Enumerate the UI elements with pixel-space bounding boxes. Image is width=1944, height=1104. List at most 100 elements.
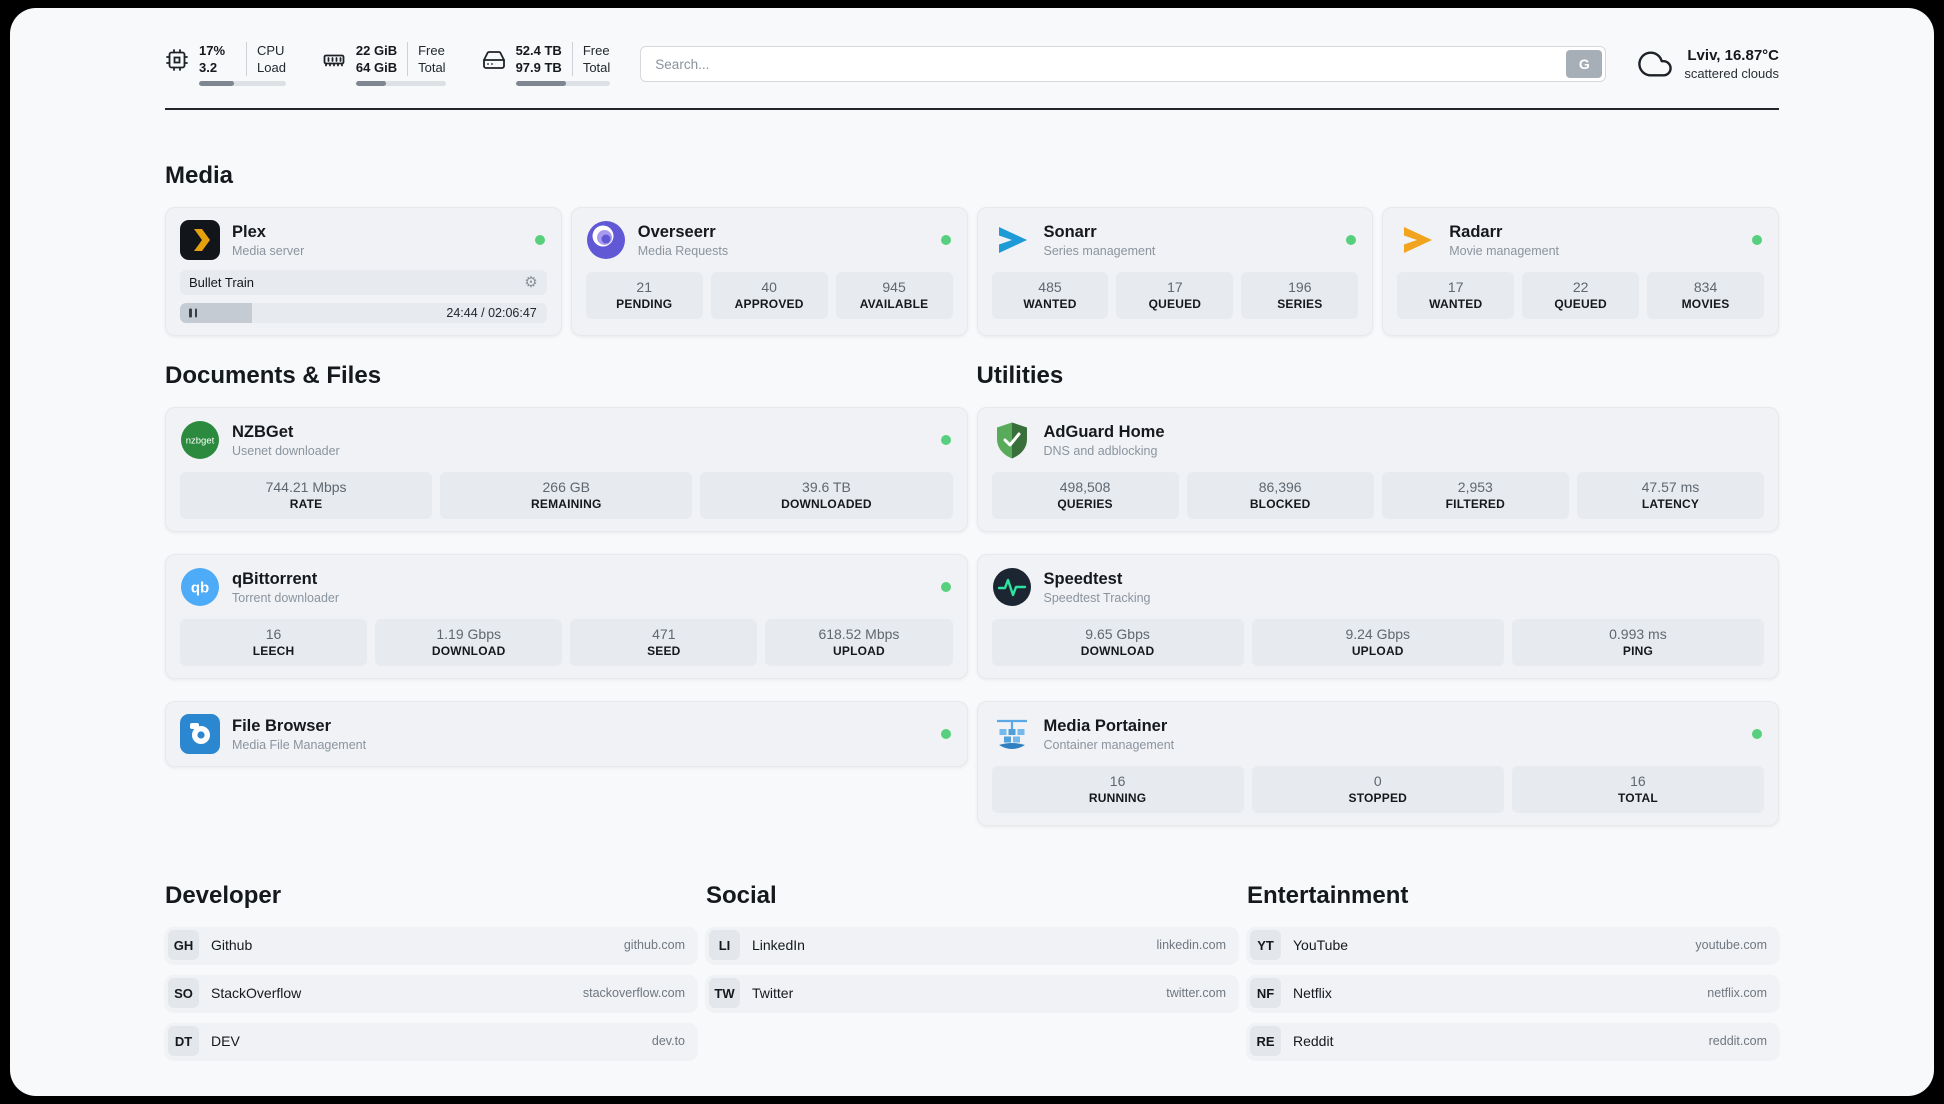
now-playing-bar: Bullet Train ⚙ [180, 270, 547, 295]
stat-tile: 0.993 ms PING [1511, 619, 1765, 666]
disk-stat: 52.4 TB 97.9 TB Free Total [482, 42, 611, 86]
cpu-load-value: 3.2 [199, 60, 218, 75]
search-input[interactable] [640, 46, 1607, 82]
section-entertainment: Entertainment YT YouTube youtube.com NF … [1247, 882, 1779, 1059]
filebrowser-icon [180, 714, 220, 754]
section-title-documents: Documents & Files [165, 362, 382, 389]
bookmark-name: LinkedIn [752, 937, 805, 953]
disk-free-value: 52.4 TB [515, 43, 562, 58]
status-dot [1346, 235, 1357, 245]
bookmark-url: twitter.com [1166, 986, 1226, 1000]
ram-free-value: 22 GiB [355, 43, 398, 58]
bookmark-twitter[interactable]: TW Twitter twitter.com [706, 975, 1238, 1011]
bookmark-url: dev.to [651, 1034, 685, 1048]
disk-progress-bar [515, 81, 611, 86]
dashboard-panel: 17% 3.2 CPU Load [10, 8, 1934, 1096]
app-card-sonarr[interactable]: Sonarr Series management 485 WANTED 17 Q… [976, 207, 1374, 336]
stat-tile: 471 SEED [570, 619, 758, 666]
bookmark-name: Github [211, 937, 253, 953]
bookmark-netflix[interactable]: NF Netflix netflix.com [1247, 975, 1779, 1011]
bookmark-abbr: LI [709, 930, 740, 960]
app-card-radarr[interactable]: Radarr Movie management 17 WANTED 22 QUE… [1382, 207, 1779, 336]
bookmark-linkedin[interactable]: LI LinkedIn linkedin.com [706, 927, 1238, 963]
section-title-social: Social [706, 882, 777, 909]
ram-total-value: 64 GiB [355, 60, 398, 75]
app-subtitle: Speedtest Tracking [1043, 590, 1151, 605]
bookmark-abbr: GH [168, 930, 199, 960]
gear-icon[interactable]: ⚙ [524, 274, 538, 291]
speedtest-icon [992, 567, 1032, 607]
cpu-usage-value: 17% [199, 43, 226, 58]
bookmark-name: StackOverflow [211, 985, 302, 1001]
bookmark-dev[interactable]: DT DEV dev.to [165, 1023, 697, 1059]
app-card-plex[interactable]: Plex Media server Bullet Train ⚙ 24:44 /… [165, 207, 562, 336]
stat-tile: 744.21 Mbps RATE [180, 472, 433, 519]
bookmark-name: YouTube [1293, 937, 1349, 953]
app-card-adguard[interactable]: AdGuard Home DNS and adblocking 498,508 … [976, 407, 1779, 532]
search-engine-button[interactable]: G [1566, 50, 1603, 78]
cpu-load-label: Load [257, 60, 286, 75]
disk-total-label: Total [582, 60, 611, 75]
bookmark-abbr: YT [1250, 930, 1281, 960]
stat-tile: 47.57 ms LATENCY [1576, 472, 1764, 519]
qbittorrent-icon: qb [180, 567, 220, 607]
app-card-portainer[interactable]: Media Portainer Container management 16 … [976, 701, 1779, 826]
app-card-filebrowser[interactable]: File Browser Media File Management [165, 701, 968, 767]
stat-tile: 22 QUEUED [1522, 272, 1640, 319]
sonarr-icon [992, 220, 1032, 260]
stat-tile: 498,508 QUERIES [991, 472, 1179, 519]
ram-progress-bar [355, 81, 446, 86]
section-documents: Documents & Files nzbget [165, 362, 968, 767]
app-subtitle: Torrent downloader [232, 590, 340, 605]
ram-icon [322, 48, 346, 72]
app-subtitle: Media File Management [232, 737, 367, 752]
status-dot [1752, 235, 1762, 245]
bookmark-youtube[interactable]: YT YouTube youtube.com [1247, 927, 1779, 963]
disk-total-value: 97.9 TB [515, 60, 562, 75]
disk-free-label: Free [582, 43, 610, 58]
app-name: Plex [232, 222, 266, 241]
section-title-media: Media [165, 162, 234, 189]
bookmark-url: github.com [623, 938, 685, 952]
app-name: qBittorrent [232, 569, 318, 588]
bookmark-reddit[interactable]: RE Reddit reddit.com [1247, 1023, 1779, 1059]
status-dot [940, 582, 951, 592]
status-dot [1752, 729, 1762, 739]
bookmark-url: youtube.com [1695, 938, 1767, 952]
top-bar: 17% 3.2 CPU Load [165, 8, 1779, 86]
section-title-utilities: Utilities [976, 362, 1064, 389]
bookmark-url: linkedin.com [1156, 938, 1226, 952]
app-name: Overseerr [637, 222, 716, 241]
playback-progress-bar[interactable]: 24:44 / 02:06:47 [180, 303, 547, 323]
bookmark-github[interactable]: GH Github github.com [165, 927, 697, 963]
status-dot [940, 435, 951, 445]
stat-tile: 16 LEECH [180, 619, 368, 666]
status-dot [940, 729, 951, 739]
app-name: Speedtest [1043, 569, 1123, 588]
system-stats: 17% 3.2 CPU Load [165, 42, 611, 86]
pause-button[interactable] [189, 308, 197, 318]
app-card-nzbget[interactable]: nzbget NZBGet Usenet downloader 74 [165, 407, 968, 532]
app-card-overseerr[interactable]: Overseerr Media Requests 21 PENDING 40 A… [570, 207, 968, 336]
bookmark-abbr: SO [168, 978, 199, 1008]
cpu-stat: 17% 3.2 CPU Load [165, 42, 286, 86]
app-card-speedtest[interactable]: Speedtest Speedtest Tracking 9.65 Gbps D… [976, 554, 1779, 679]
section-title-entertainment: Entertainment [1247, 882, 1409, 909]
weather-condition: scattered clouds [1684, 66, 1779, 81]
app-subtitle: DNS and adblocking [1043, 443, 1158, 458]
playback-time: 24:44 / 02:06:47 [446, 306, 537, 320]
section-utilities: Utilities [976, 362, 1779, 826]
bookmark-url: stackoverflow.com [582, 986, 685, 1000]
stat-tile: 618.52 Mbps UPLOAD [765, 619, 953, 666]
stat-tile: 17 QUEUED [1116, 272, 1234, 319]
stat-tile: 834 MOVIES [1647, 272, 1765, 319]
app-subtitle: Container management [1043, 737, 1175, 752]
app-subtitle: Media server [232, 243, 305, 258]
adguard-icon [992, 420, 1032, 460]
app-card-qbittorrent[interactable]: qb qBittorrent Torrent downloader [165, 554, 968, 679]
stat-tile: 16 TOTAL [1511, 766, 1765, 813]
stat-tile: 266 GB REMAINING [440, 472, 693, 519]
bookmark-stackoverflow[interactable]: SO StackOverflow stackoverflow.com [165, 975, 697, 1011]
disk-icon [482, 48, 506, 72]
stat-tile: 40 APPROVED [710, 272, 828, 319]
